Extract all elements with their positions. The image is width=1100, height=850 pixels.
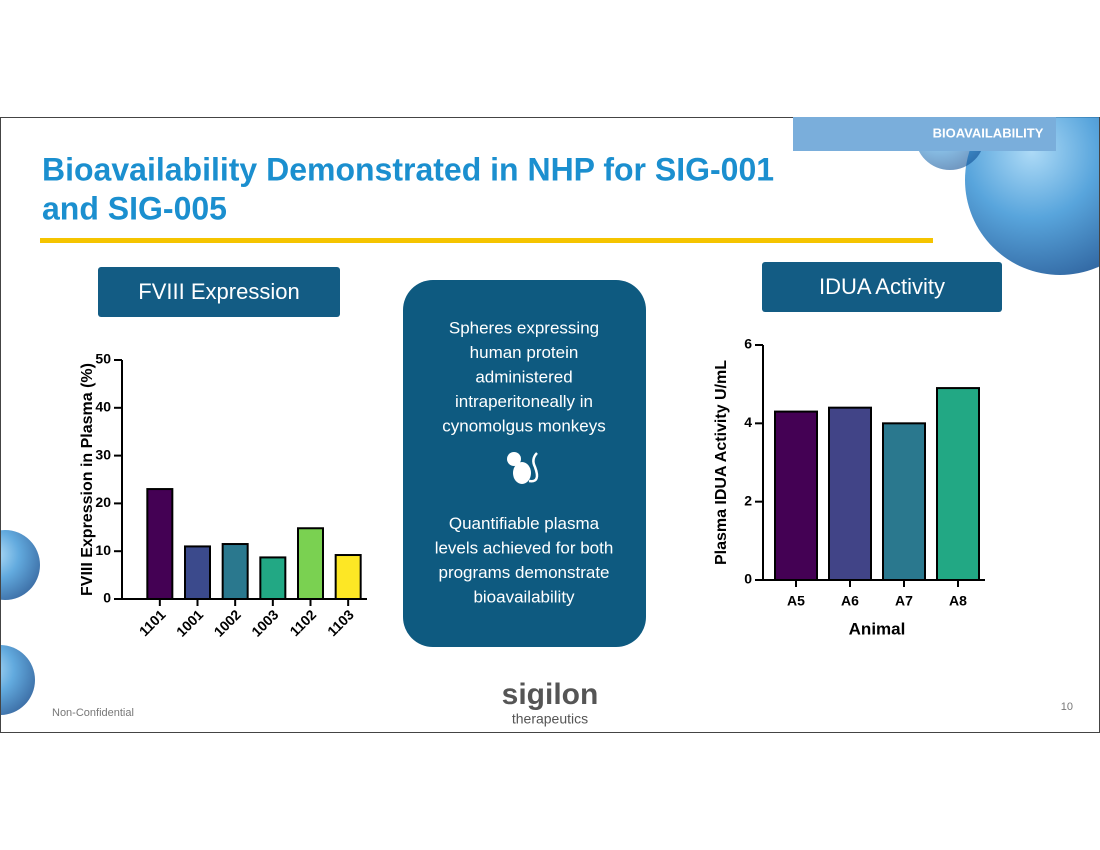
y-tick-label: 4: [744, 414, 752, 430]
logo-subtitle: therapeutics: [512, 711, 588, 727]
x-tick-label: A8: [949, 593, 967, 609]
info-line: levels achieved for both: [435, 538, 614, 557]
x-tick-label: A5: [787, 593, 805, 609]
bar: [882, 422, 926, 582]
slide-title: Bioavailability Demonstrated in NHP for …: [42, 151, 774, 187]
info-line: intraperitoneally in: [455, 392, 593, 411]
bar: [297, 527, 324, 600]
bar: [259, 556, 287, 600]
info-line: Spheres expressing: [449, 318, 599, 337]
info-line: administered: [475, 367, 572, 386]
confidentiality: Non-Confidential: [52, 707, 134, 719]
section-tag: BIOAVAILABILITY: [933, 125, 1044, 140]
section-tag-bg: [793, 117, 1056, 151]
monkey-icon: [507, 452, 539, 484]
bar: [221, 543, 249, 601]
slide-title: and SIG-005: [42, 190, 227, 226]
chart-title-box: [98, 267, 340, 317]
info-line: Quantifiable plasma: [449, 514, 600, 533]
info-line: cynomolgus monkeys: [442, 416, 605, 435]
y-tick-label: 20: [95, 494, 111, 510]
y-tick-label: 40: [95, 399, 111, 415]
info-text: Spheres expressing human protein administe…: [435, 318, 614, 606]
y-tick-label: 50: [95, 351, 111, 367]
logo: sigilon: [502, 678, 599, 711]
y-tick-label: 2: [744, 492, 752, 508]
y-tick-label: 0: [744, 571, 752, 587]
y-tick-label: 6: [744, 336, 752, 352]
page-number: 10: [1061, 701, 1073, 713]
x-tick-label: A7: [895, 593, 913, 609]
title-rule: [40, 238, 933, 243]
x-axis-label: Animal: [849, 619, 906, 638]
bar: [334, 554, 362, 600]
chart-title-box: [762, 262, 1002, 312]
bar: [146, 488, 174, 600]
bar: [828, 406, 872, 581]
chart-title: IDUA Activity: [819, 274, 945, 299]
y-tick-label: 10: [95, 542, 111, 558]
info-line: programs demonstrate: [438, 563, 609, 582]
y-tick-label: 0: [103, 590, 111, 606]
bar: [936, 387, 980, 582]
bar: [774, 410, 818, 582]
info-line: human protein: [470, 343, 579, 362]
info-line: bioavailability: [473, 587, 575, 606]
chart-title: FVIII Expression: [138, 279, 299, 304]
y-axis-label: FVIII Expression in Plasma (%): [79, 363, 96, 596]
x-tick-label: A6: [841, 593, 859, 609]
bar: [184, 545, 211, 600]
y-tick-label: 30: [95, 446, 111, 462]
y-axis-label: Plasma IDUA Activity U/mL: [713, 360, 730, 565]
